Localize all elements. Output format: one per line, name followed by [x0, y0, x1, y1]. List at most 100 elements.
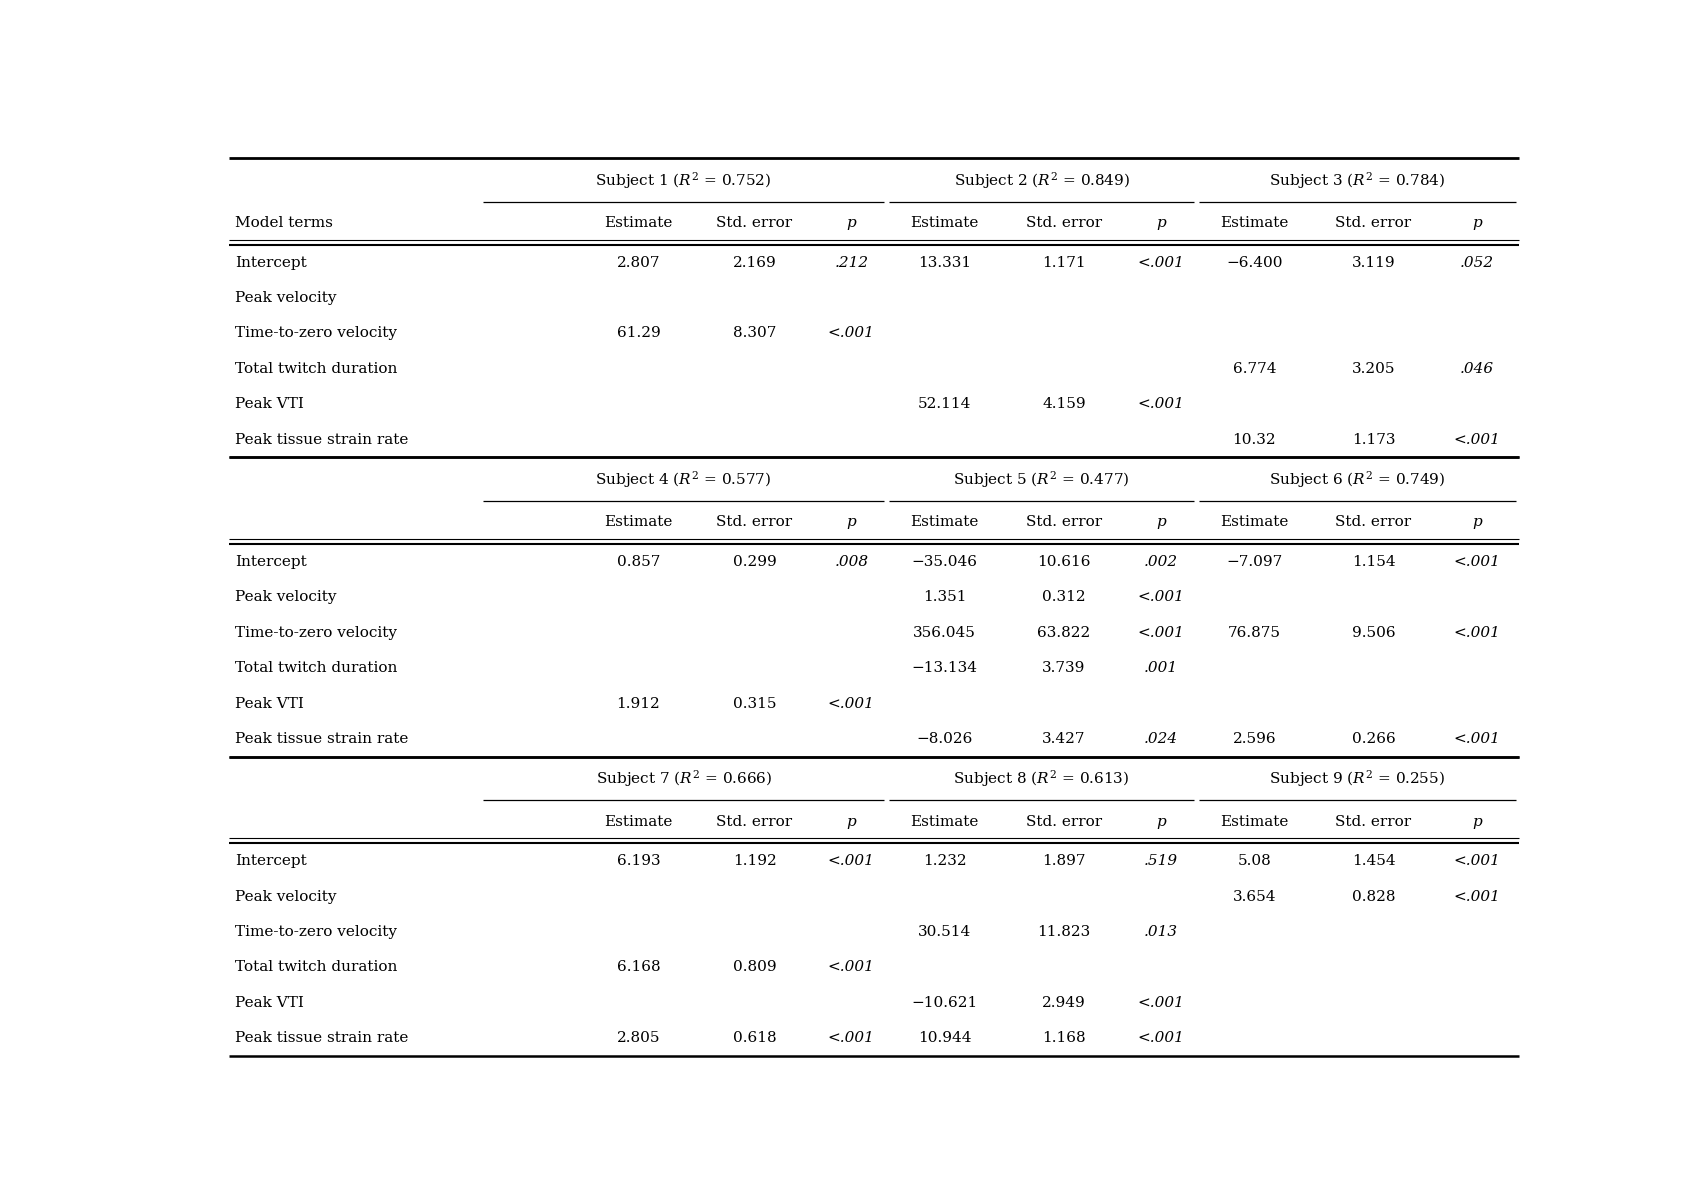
Text: Estimate: Estimate: [1221, 815, 1289, 828]
Text: 76.875: 76.875: [1228, 626, 1280, 639]
Text: p: p: [1156, 815, 1166, 828]
Text: Time-to-zero velocity: Time-to-zero velocity: [235, 327, 397, 340]
Text: .052: .052: [1459, 256, 1494, 269]
Text: Estimate: Estimate: [1221, 516, 1289, 529]
Text: Time-to-zero velocity: Time-to-zero velocity: [235, 626, 397, 639]
Text: .013: .013: [1144, 926, 1178, 939]
Text: 3.205: 3.205: [1352, 362, 1395, 376]
Text: .008: .008: [834, 555, 868, 569]
Text: Std. error: Std. error: [716, 216, 793, 231]
Text: 1.897: 1.897: [1042, 855, 1086, 868]
Text: Peak velocity: Peak velocity: [235, 889, 338, 904]
Text: 3.119: 3.119: [1352, 256, 1395, 269]
Text: Subject 1 ($R^2$ = 0.752): Subject 1 ($R^2$ = 0.752): [595, 169, 772, 191]
Text: Std. error: Std. error: [1026, 216, 1101, 231]
Text: 1.173: 1.173: [1352, 433, 1395, 447]
Text: 0.618: 0.618: [733, 1031, 776, 1046]
Text: Subject 4 ($R^2$ = 0.577): Subject 4 ($R^2$ = 0.577): [595, 469, 772, 490]
Text: .001: .001: [1144, 661, 1178, 676]
Text: 1.454: 1.454: [1352, 855, 1395, 868]
Text: .002: .002: [1144, 555, 1178, 569]
Text: 2.169: 2.169: [733, 256, 776, 269]
Text: <.001: <.001: [829, 960, 875, 975]
Text: Estimate: Estimate: [910, 216, 979, 231]
Text: 1.232: 1.232: [922, 855, 967, 868]
Text: −6.400: −6.400: [1226, 256, 1282, 269]
Text: p: p: [1471, 815, 1482, 828]
Text: 1.192: 1.192: [733, 855, 776, 868]
Text: 0.828: 0.828: [1352, 889, 1395, 904]
Text: <.001: <.001: [829, 327, 875, 340]
Text: 6.774: 6.774: [1233, 362, 1275, 376]
Text: 0.315: 0.315: [733, 696, 776, 710]
Text: .024: .024: [1144, 732, 1178, 746]
Text: 61.29: 61.29: [617, 327, 660, 340]
Text: <.001: <.001: [1137, 590, 1185, 605]
Text: 52.114: 52.114: [917, 398, 972, 411]
Text: Time-to-zero velocity: Time-to-zero velocity: [235, 926, 397, 939]
Text: 3.739: 3.739: [1042, 661, 1086, 676]
Text: <.001: <.001: [829, 696, 875, 710]
Text: −10.621: −10.621: [912, 995, 979, 1010]
Text: 5.08: 5.08: [1238, 855, 1272, 868]
Text: Total twitch duration: Total twitch duration: [235, 960, 397, 975]
Text: .519: .519: [1144, 855, 1178, 868]
Text: <.001: <.001: [1453, 889, 1500, 904]
Text: 3.427: 3.427: [1042, 732, 1086, 746]
Text: <.001: <.001: [1453, 855, 1500, 868]
Text: Model terms: Model terms: [235, 216, 332, 231]
Text: <.001: <.001: [829, 855, 875, 868]
Text: .212: .212: [834, 256, 868, 269]
Text: Peak VTI: Peak VTI: [235, 398, 303, 411]
Text: 0.266: 0.266: [1352, 732, 1395, 746]
Text: 356.045: 356.045: [914, 626, 977, 639]
Text: 6.168: 6.168: [617, 960, 660, 975]
Text: 0.857: 0.857: [617, 555, 660, 569]
Text: Peak VTI: Peak VTI: [235, 995, 303, 1010]
Text: Subject 7 ($R^2$ = 0.666): Subject 7 ($R^2$ = 0.666): [595, 768, 772, 790]
Text: Subject 6 ($R^2$ = 0.749): Subject 6 ($R^2$ = 0.749): [1269, 469, 1446, 490]
Text: Subject 9 ($R^2$ = 0.255): Subject 9 ($R^2$ = 0.255): [1270, 768, 1446, 790]
Text: Estimate: Estimate: [604, 216, 673, 231]
Text: p: p: [1156, 516, 1166, 529]
Text: −13.134: −13.134: [912, 661, 977, 676]
Text: Std. error: Std. error: [716, 516, 793, 529]
Text: Std. error: Std. error: [716, 815, 793, 828]
Text: Estimate: Estimate: [910, 516, 979, 529]
Text: <.001: <.001: [1453, 555, 1500, 569]
Text: 0.312: 0.312: [1042, 590, 1086, 605]
Text: Estimate: Estimate: [1221, 216, 1289, 231]
Text: 13.331: 13.331: [919, 256, 972, 269]
Text: Estimate: Estimate: [604, 516, 673, 529]
Text: <.001: <.001: [1137, 995, 1185, 1010]
Text: Subject 3 ($R^2$ = 0.784): Subject 3 ($R^2$ = 0.784): [1269, 169, 1446, 191]
Text: 63.822: 63.822: [1037, 626, 1091, 639]
Text: <.001: <.001: [1137, 398, 1185, 411]
Text: 1.351: 1.351: [922, 590, 967, 605]
Text: Intercept: Intercept: [235, 256, 307, 269]
Text: Std. error: Std. error: [1335, 516, 1412, 529]
Text: <.001: <.001: [1137, 1031, 1185, 1046]
Text: Peak tissue strain rate: Peak tissue strain rate: [235, 433, 409, 447]
Text: p: p: [1156, 216, 1166, 231]
Text: Peak VTI: Peak VTI: [235, 696, 303, 710]
Text: Std. error: Std. error: [1335, 216, 1412, 231]
Text: <.001: <.001: [1453, 626, 1500, 639]
Text: Peak velocity: Peak velocity: [235, 590, 338, 605]
Text: Peak velocity: Peak velocity: [235, 291, 338, 305]
Text: Std. error: Std. error: [1335, 815, 1412, 828]
Text: 4.159: 4.159: [1042, 398, 1086, 411]
Text: p: p: [846, 815, 856, 828]
Text: 1.154: 1.154: [1352, 555, 1395, 569]
Text: 2.807: 2.807: [617, 256, 660, 269]
Text: −35.046: −35.046: [912, 555, 977, 569]
Text: 6.193: 6.193: [617, 855, 660, 868]
Text: Subject 8 ($R^2$ = 0.613): Subject 8 ($R^2$ = 0.613): [953, 768, 1130, 790]
Text: <.001: <.001: [1137, 626, 1185, 639]
Text: 0.809: 0.809: [733, 960, 776, 975]
Text: Intercept: Intercept: [235, 555, 307, 569]
Text: 1.912: 1.912: [617, 696, 660, 710]
Text: 30.514: 30.514: [917, 926, 972, 939]
Text: p: p: [846, 216, 856, 231]
Text: 1.171: 1.171: [1042, 256, 1086, 269]
